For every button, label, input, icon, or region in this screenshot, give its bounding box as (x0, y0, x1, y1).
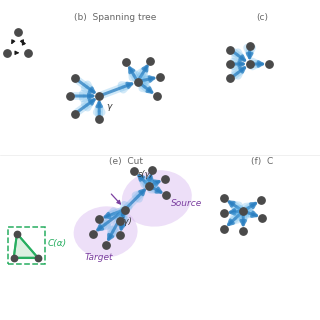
Point (247, 44, 252, 49)
Point (73, 76, 78, 81)
Point (228, 47, 233, 52)
Point (132, 169, 137, 174)
Point (135, 79, 140, 84)
Point (154, 93, 159, 99)
Point (164, 193, 169, 198)
Point (35, 255, 40, 260)
Point (247, 61, 252, 67)
Point (266, 61, 271, 67)
Point (117, 218, 123, 223)
Text: (e)  Cut: (e) Cut (109, 157, 143, 166)
Text: (b)  Spanning tree: (b) Spanning tree (74, 13, 156, 22)
Point (228, 76, 233, 81)
Point (228, 61, 233, 67)
Text: Target: Target (85, 253, 114, 262)
Point (90, 231, 95, 236)
Text: γ: γ (106, 102, 112, 111)
Point (260, 215, 265, 220)
Ellipse shape (122, 170, 192, 227)
Point (162, 177, 167, 182)
Point (14, 231, 20, 236)
Polygon shape (14, 234, 38, 258)
Text: (c): (c) (256, 13, 268, 22)
Point (221, 226, 227, 231)
Ellipse shape (74, 206, 138, 258)
Point (149, 167, 155, 172)
Point (103, 242, 108, 247)
Text: s(γ): s(γ) (138, 170, 154, 179)
Point (73, 111, 78, 116)
Text: Source: Source (171, 199, 203, 208)
Point (258, 197, 263, 203)
Text: C(α): C(α) (47, 239, 67, 248)
Point (157, 74, 163, 79)
Point (26, 50, 31, 55)
Point (124, 60, 129, 65)
Point (97, 116, 102, 122)
Point (4, 50, 10, 55)
Point (97, 93, 102, 99)
Point (117, 233, 123, 238)
Point (146, 183, 151, 188)
Point (148, 58, 153, 63)
Point (241, 209, 246, 214)
Point (241, 228, 246, 234)
Point (11, 255, 16, 260)
Point (122, 207, 127, 212)
Text: t(γ): t(γ) (117, 217, 132, 226)
Point (221, 196, 227, 201)
Text: (f)  C: (f) C (251, 157, 274, 166)
Point (15, 29, 20, 35)
Point (97, 217, 102, 222)
Point (68, 93, 73, 99)
Point (221, 210, 227, 215)
